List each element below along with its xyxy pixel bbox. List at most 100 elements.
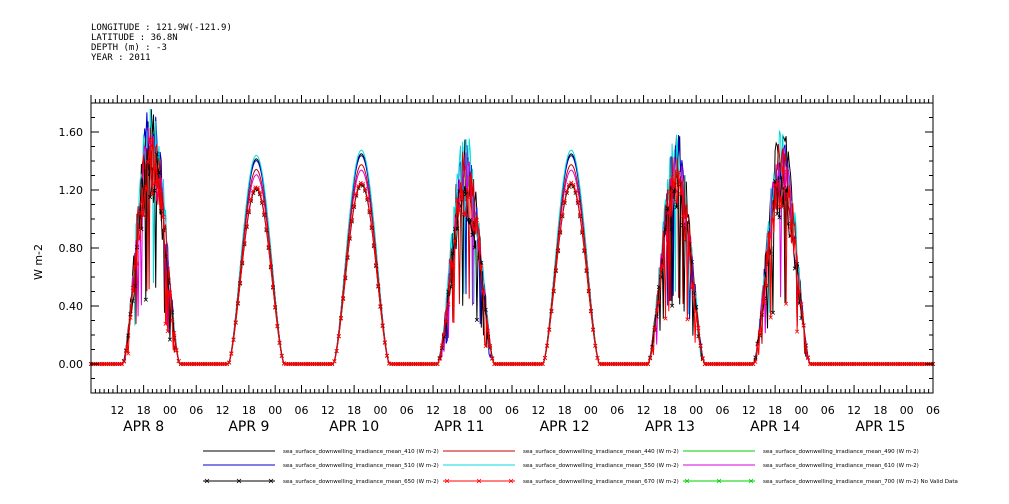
x-hour-label: 06: [295, 404, 309, 417]
axis-layer: 0.00 0.40 0.80 1.20 1.60 12 18 00 06 12 18 00 06 12 18…: [59, 95, 940, 435]
series-marker: [472, 245, 477, 250]
series-marker: [652, 325, 657, 331]
series-marker: [805, 355, 811, 360]
series-marker: [687, 251, 692, 256]
series-marker: [336, 333, 341, 339]
y-tick-label: 0.40: [59, 300, 84, 313]
series-marker: [126, 351, 131, 356]
latitude-label: LATITUDE : 36.8N: [91, 33, 178, 43]
depth-label: DEPTH (m) : -3: [91, 43, 167, 53]
series-marker: [560, 212, 565, 217]
x-date-label: APR 11: [434, 419, 484, 435]
series-marker: [773, 182, 778, 187]
series-marker: [470, 221, 475, 226]
series-marker: [450, 251, 455, 256]
y-tick-label: 0.00: [59, 358, 84, 371]
series-marker: [762, 301, 767, 306]
series-marker: [781, 170, 786, 175]
series-marker: [148, 138, 153, 143]
legend-label: sea_surface_downwelling_irradiance_mean_…: [523, 449, 679, 455]
series-marker: [775, 211, 780, 217]
series-marker: [573, 189, 578, 194]
x-hour-label: 06: [821, 404, 835, 417]
series-marker: [380, 323, 385, 328]
series-marker: [788, 226, 793, 231]
series-marker: [227, 360, 232, 365]
legend-marker: [204, 478, 210, 484]
y-tick-label: 0.80: [59, 242, 84, 255]
series-marker: [176, 359, 181, 364]
series-marker: [665, 206, 670, 211]
series-marker: [137, 236, 142, 241]
series-marker: [382, 340, 387, 345]
series-marker: [270, 284, 276, 289]
series-marker: [680, 213, 686, 218]
series-marker: [378, 304, 383, 309]
series-marker: [446, 302, 451, 307]
series-marker: [130, 285, 135, 290]
series-marker: [470, 232, 475, 237]
x-hour-label: 12: [742, 404, 756, 417]
legend-label: sea_surface_downwelling_irradiance_mean_…: [283, 479, 439, 485]
series-marker: [435, 361, 440, 367]
series-marker: [680, 223, 686, 228]
series-marker: [678, 192, 683, 197]
series-marker: [363, 186, 368, 191]
x-hour-label: 00: [163, 404, 177, 417]
series-marker: [786, 194, 791, 199]
series-marker: [797, 289, 802, 294]
series-marker: [645, 361, 651, 367]
series-marker: [231, 337, 236, 342]
y-tick-label: 1.20: [59, 184, 84, 197]
series-marker: [582, 247, 587, 253]
x-date-label: APR 12: [540, 419, 590, 435]
series-marker: [352, 203, 357, 208]
series-marker: [595, 355, 600, 360]
series-marker: [770, 310, 776, 315]
series-marker: [698, 343, 703, 349]
series-marker: [755, 342, 760, 347]
x-hour-label: 18: [663, 404, 677, 417]
legend-label: sea_surface_downwelling_irradiance_mean_…: [763, 449, 919, 455]
series-marker: [347, 235, 352, 240]
series-marker: [468, 217, 473, 222]
series-marker: [251, 189, 256, 194]
legend-marker: [444, 478, 450, 484]
x-hour-label: 00: [479, 404, 493, 417]
series-marker: [542, 355, 547, 360]
header-block: LONGITUDE : 121.9W(-121.9) LATITUDE : 36…: [91, 23, 232, 63]
series-line: [91, 127, 933, 365]
series-marker: [345, 254, 350, 259]
legend-marker: [236, 478, 242, 484]
x-date-label: APR 10: [329, 419, 379, 435]
series-marker: [244, 223, 249, 228]
legend: sea_surface_downwelling_irradiance_mean_…: [203, 449, 958, 485]
series-marker: [483, 307, 488, 312]
series-marker: [676, 170, 681, 175]
series-marker: [163, 321, 168, 326]
series-marker: [792, 237, 797, 242]
series-marker: [779, 204, 784, 209]
series-marker: [167, 290, 173, 295]
series-marker: [257, 190, 262, 195]
legend-marker: [748, 478, 754, 484]
series-marker: [656, 300, 661, 305]
x-hour-label: 06: [926, 404, 940, 417]
series-marker: [562, 199, 567, 204]
series-marker: [369, 224, 374, 229]
y-axis-label: W m-2: [32, 244, 45, 280]
x-hour-label: 06: [716, 404, 730, 417]
series-marker: [273, 304, 278, 310]
series-marker: [472, 226, 477, 231]
x-hour-label: 06: [400, 404, 414, 417]
series-marker: [441, 332, 447, 338]
x-hour-label: 18: [137, 404, 151, 417]
y-tick-label: 1.60: [59, 126, 84, 139]
series-marker: [143, 184, 148, 189]
series-marker: [452, 239, 458, 244]
series-marker: [474, 218, 479, 223]
series-marker: [338, 315, 344, 321]
x-date-label: APR 14: [750, 419, 800, 435]
series-marker: [665, 210, 670, 215]
series-marker: [156, 170, 162, 175]
